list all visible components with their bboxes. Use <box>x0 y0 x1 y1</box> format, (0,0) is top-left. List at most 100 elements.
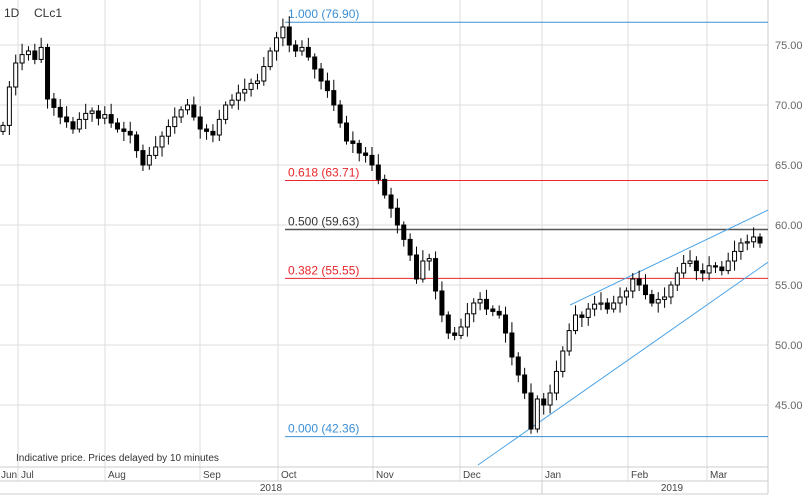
candle-body <box>204 128 210 132</box>
candle-body <box>413 254 419 280</box>
candle-body <box>623 290 629 298</box>
candle-body <box>293 44 299 52</box>
candle-body <box>655 298 661 304</box>
candle-body <box>547 392 553 406</box>
candle-body <box>598 302 604 305</box>
candle-body <box>57 106 63 118</box>
fib-label: 0.382 (55.55) <box>288 263 359 277</box>
candle-body <box>13 62 19 88</box>
y-tick-label: 45.00 <box>775 400 803 412</box>
candle-body <box>630 278 636 292</box>
candle-body <box>388 194 394 209</box>
candle-body <box>19 54 25 64</box>
candle-body <box>693 260 699 272</box>
candle-body <box>95 110 101 119</box>
candle-body <box>0 124 6 132</box>
candle-body <box>267 50 273 68</box>
symbol-label: CLc1 <box>34 6 63 20</box>
x-month-label: Mar <box>710 470 728 481</box>
candle-body <box>420 260 426 280</box>
fib-label: 0.000 (42.36) <box>288 422 359 436</box>
candle-body <box>115 122 121 130</box>
x-month-label: Feb <box>631 470 649 481</box>
candle-body <box>579 314 585 318</box>
candle-body <box>649 294 655 304</box>
candle-body <box>528 392 534 430</box>
candle-body <box>337 104 343 124</box>
candle-body <box>433 258 439 292</box>
candle-body <box>592 303 598 310</box>
candle-body <box>522 374 528 394</box>
candle-body <box>407 238 413 256</box>
candle-body <box>248 82 254 90</box>
candle-body <box>477 298 483 304</box>
candle-body <box>127 130 133 136</box>
candle-body <box>617 296 623 304</box>
candle-body <box>140 150 146 166</box>
candle-body <box>172 116 178 128</box>
trendline-lower-channel <box>477 261 769 466</box>
candle-body <box>286 26 292 46</box>
candle-body <box>439 290 445 316</box>
candle-body <box>681 262 687 274</box>
candle-body <box>471 302 477 315</box>
x-year-label: 2018 <box>260 483 283 494</box>
candle-body <box>662 296 668 300</box>
candle-body <box>452 332 458 336</box>
candle-body <box>732 250 738 262</box>
candle-body <box>324 80 330 92</box>
candle-body <box>331 90 337 106</box>
candle-body <box>490 308 496 312</box>
candle-body <box>261 66 267 82</box>
candle-body <box>318 68 324 82</box>
candle-body <box>363 152 369 156</box>
x-month-label: Jul <box>21 470 34 481</box>
fib-label: 0.618 (63.71) <box>288 165 359 179</box>
candle-body <box>687 260 693 264</box>
candle-body <box>229 99 235 106</box>
candle-body <box>541 398 547 406</box>
x-month-label: Jan <box>545 470 561 481</box>
candle-body <box>89 110 95 114</box>
candle-body <box>305 46 311 58</box>
candle-body <box>235 92 241 101</box>
candle-body <box>356 142 362 154</box>
candle-body <box>25 50 31 56</box>
candle-body <box>604 302 610 310</box>
candle-body <box>674 272 680 286</box>
candle-body <box>121 128 127 132</box>
candle-body <box>216 118 222 136</box>
candle-body <box>38 46 44 60</box>
y-tick-label: 70.00 <box>775 100 803 112</box>
candle-body <box>394 207 400 226</box>
candle-body <box>725 260 731 272</box>
candle-body <box>344 122 350 142</box>
candle-body <box>712 265 718 268</box>
candle-body <box>254 80 260 84</box>
candle-body <box>509 332 515 358</box>
candle-body <box>280 26 286 39</box>
candle-body <box>369 154 375 166</box>
x-month-label: Jun <box>1 470 17 481</box>
candle-body <box>757 236 763 244</box>
candle-body <box>184 104 190 111</box>
candle-body <box>108 114 114 124</box>
candle-body <box>706 265 712 274</box>
interval-label[interactable]: 1D <box>4 6 20 20</box>
candle-body <box>445 314 451 334</box>
fib-label: 0.500 (59.63) <box>288 214 359 228</box>
candle-body <box>751 236 757 243</box>
candle-body <box>134 134 140 152</box>
candle-body <box>668 284 674 298</box>
candle-body <box>496 310 502 316</box>
candle-body <box>6 86 12 126</box>
candle-body <box>210 130 216 136</box>
candle-body <box>299 46 305 52</box>
candle-body <box>611 302 617 310</box>
candle-body <box>515 356 521 376</box>
candle-body <box>483 298 489 310</box>
candle-body <box>64 116 70 123</box>
trendline-upper-channel <box>569 209 769 306</box>
candle-body <box>153 146 159 156</box>
